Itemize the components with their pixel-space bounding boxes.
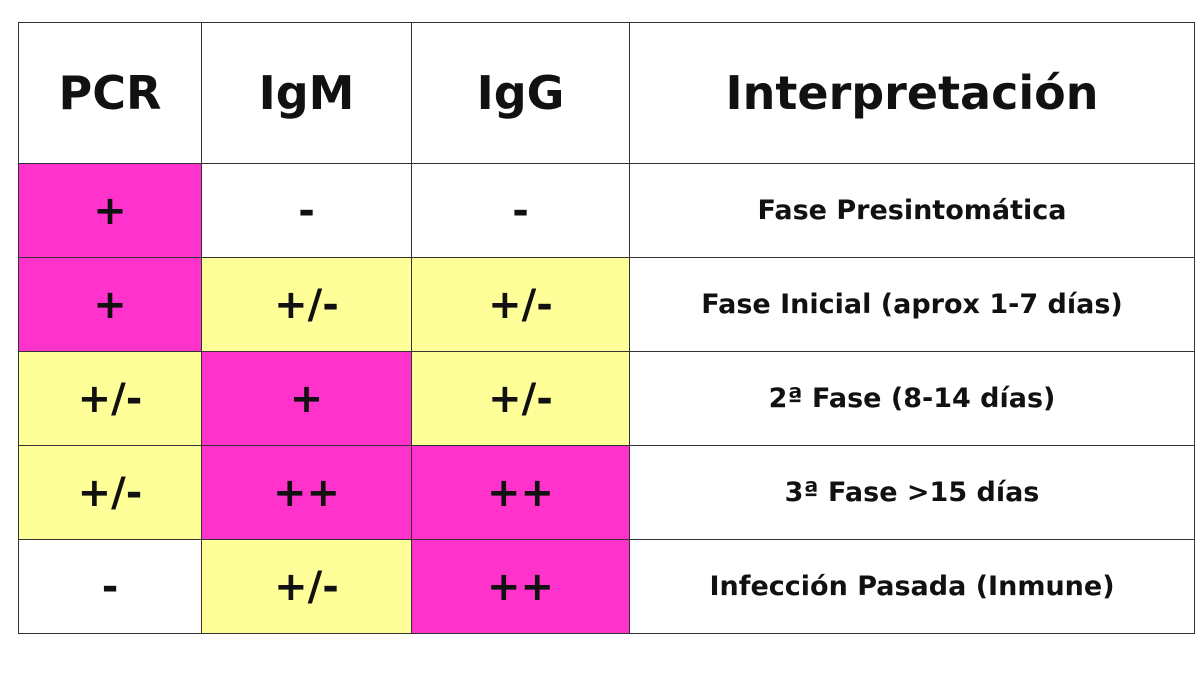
pcr-cell: - xyxy=(18,539,202,634)
interpretation-cell: 2ª Fase (8-14 días) xyxy=(629,351,1195,446)
igg-cell: +/- xyxy=(411,257,630,352)
igm-cell: +/- xyxy=(201,257,412,352)
igm-cell: +/- xyxy=(201,539,412,634)
interpretation-cell: Fase Inicial (aprox 1-7 días) xyxy=(629,257,1195,352)
igm-cell: ++ xyxy=(201,445,412,540)
igg-cell: - xyxy=(411,163,630,258)
table-row: + +/- +/- Fase Inicial (aprox 1-7 días) xyxy=(18,257,1195,352)
igg-cell: +/- xyxy=(411,351,630,446)
header-row: PCR IgM IgG Interpretación xyxy=(18,22,1195,164)
table-row: + - - Fase Presintomática xyxy=(18,163,1195,258)
header-pcr: PCR xyxy=(18,22,202,164)
pcr-cell: + xyxy=(18,257,202,352)
interpretation-cell: 3ª Fase >15 días xyxy=(629,445,1195,540)
igm-cell: + xyxy=(201,351,412,446)
table-row: +/- + +/- 2ª Fase (8-14 días) xyxy=(18,351,1195,446)
serology-interpretation-table: PCR IgM IgG Interpretación + - - Fase Pr… xyxy=(18,22,1195,634)
igg-cell: ++ xyxy=(411,539,630,634)
header-igg: IgG xyxy=(411,22,630,164)
interpretation-cell: Infección Pasada (Inmune) xyxy=(629,539,1195,634)
pcr-cell: +/- xyxy=(18,445,202,540)
header-igm: IgM xyxy=(201,22,412,164)
igg-cell: ++ xyxy=(411,445,630,540)
header-interpretation: Interpretación xyxy=(629,22,1195,164)
table-row: +/- ++ ++ 3ª Fase >15 días xyxy=(18,445,1195,540)
interpretation-cell: Fase Presintomática xyxy=(629,163,1195,258)
pcr-cell: + xyxy=(18,163,202,258)
igm-cell: - xyxy=(201,163,412,258)
table-row: - +/- ++ Infección Pasada (Inmune) xyxy=(18,539,1195,634)
pcr-cell: +/- xyxy=(18,351,202,446)
